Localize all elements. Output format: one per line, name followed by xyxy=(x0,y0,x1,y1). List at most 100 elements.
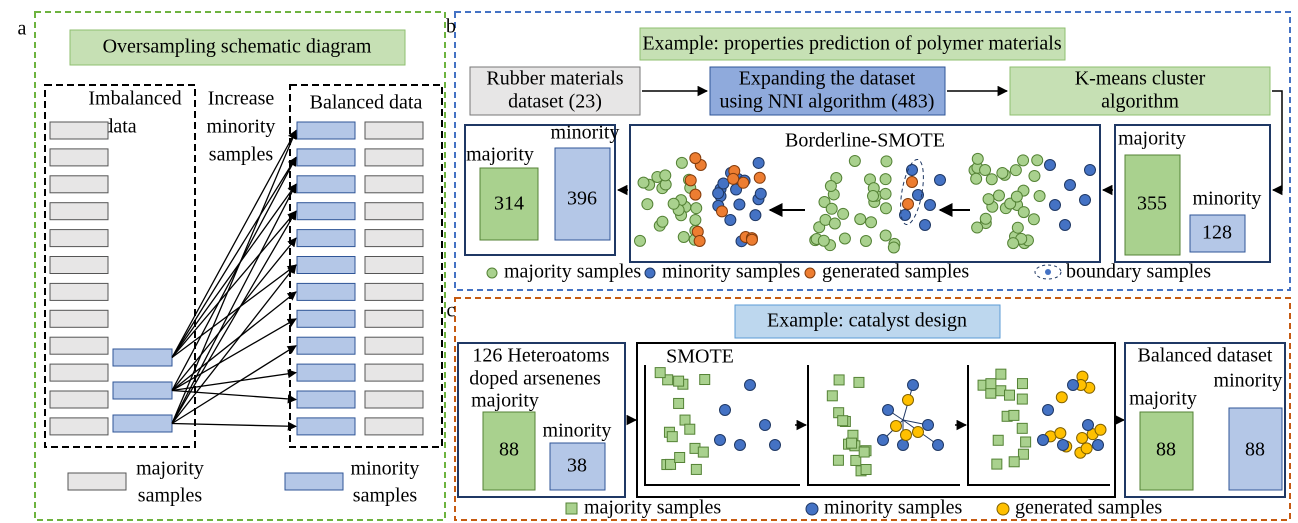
sample-square xyxy=(985,387,997,399)
legend-dot xyxy=(804,267,816,279)
majority-block xyxy=(49,256,109,274)
arrow xyxy=(171,421,297,431)
panel-c-border xyxy=(454,297,1291,521)
sample-markers xyxy=(644,365,1110,486)
sample-dot xyxy=(1082,419,1094,431)
majority-block xyxy=(49,309,109,328)
sample-dot xyxy=(637,176,650,189)
result-box xyxy=(464,124,616,256)
sample-square xyxy=(832,454,844,466)
method-box xyxy=(629,124,1101,263)
arrow xyxy=(171,210,297,358)
sample-dot xyxy=(1084,164,1096,176)
sample-dot xyxy=(1055,391,1068,404)
majority-block xyxy=(1139,411,1194,491)
legend-text: majority samples xyxy=(504,261,641,283)
sample-dot xyxy=(879,187,892,200)
legend-swatch xyxy=(284,472,344,491)
sample-dot xyxy=(689,188,702,201)
sample-dot xyxy=(1007,237,1020,250)
sample-dot xyxy=(759,419,771,431)
minority-block xyxy=(1189,214,1246,253)
step-box xyxy=(469,66,641,116)
label: Increase xyxy=(208,88,275,110)
label: doped arsenenes xyxy=(469,368,601,390)
sample-square xyxy=(826,390,838,402)
legend-text: minority xyxy=(351,458,420,480)
majority-block xyxy=(49,121,109,140)
sample-dot xyxy=(907,379,919,391)
sample-dot xyxy=(727,172,740,185)
sample-square xyxy=(679,414,691,426)
count: 88 xyxy=(1245,439,1265,461)
majority-block xyxy=(49,336,109,355)
sample-dot xyxy=(712,187,725,200)
sample-dot xyxy=(733,198,746,211)
sample-dot xyxy=(912,426,924,438)
arrow xyxy=(171,183,297,358)
step-box xyxy=(1009,66,1271,116)
arrow xyxy=(171,129,297,424)
sample-dot xyxy=(749,209,762,222)
input-box xyxy=(457,342,626,498)
legend-text: boundary samples xyxy=(1066,261,1211,283)
majority-block xyxy=(49,390,109,409)
sample-square xyxy=(673,375,685,387)
legend-dot xyxy=(486,267,498,279)
legend-dot xyxy=(644,267,656,279)
minority-block xyxy=(296,229,356,248)
sample-square xyxy=(1016,393,1028,405)
sample-dot xyxy=(1064,179,1076,191)
panel-b-border xyxy=(454,11,1291,291)
cluster-box xyxy=(1114,124,1271,263)
sample-dot xyxy=(1054,427,1067,440)
sample-square xyxy=(853,376,865,388)
label: majority xyxy=(466,144,534,166)
sample-dot xyxy=(769,439,781,451)
legend-text: minority samples xyxy=(662,261,801,283)
majority-block xyxy=(364,363,424,382)
sample-dot xyxy=(659,169,672,182)
sample-square xyxy=(690,463,702,475)
legend-dot xyxy=(996,502,1010,516)
sample-square xyxy=(858,446,870,458)
step-box xyxy=(709,66,946,116)
sample-dot xyxy=(924,199,936,211)
step-text: using NNI algorithm (483) xyxy=(720,91,935,113)
legend-text: samples xyxy=(353,485,418,507)
sample-dot xyxy=(719,404,731,416)
arrow xyxy=(171,129,297,358)
sample-dot xyxy=(912,189,924,201)
label: Balanced data xyxy=(310,92,423,114)
majority-block xyxy=(364,175,424,194)
sample-dot xyxy=(887,241,900,254)
sample-dot xyxy=(879,173,892,186)
majority-block xyxy=(364,417,424,436)
minority-block xyxy=(112,381,173,400)
sample-dot xyxy=(734,439,746,451)
majority-block xyxy=(364,336,424,355)
sample-dot xyxy=(992,189,1005,202)
sample-square xyxy=(837,415,849,427)
sample-dot xyxy=(689,152,702,165)
label: samples xyxy=(209,144,274,166)
label: minority xyxy=(551,122,620,144)
sample-square xyxy=(684,423,696,435)
minority-block xyxy=(112,414,173,433)
sample-dot xyxy=(897,439,909,451)
label: Imbalanced xyxy=(88,88,181,110)
label: Balanced dataset xyxy=(1138,345,1273,367)
sample-dot xyxy=(690,202,703,215)
sample-dot xyxy=(902,198,914,210)
legend-text: majority samples xyxy=(584,497,721,519)
majority-block xyxy=(364,390,424,409)
legend-boundary xyxy=(1034,264,1062,280)
step-text: Expanding the dataset xyxy=(739,68,916,90)
arrow xyxy=(171,264,297,424)
sample-dot xyxy=(919,219,931,231)
sample-dot xyxy=(634,234,647,247)
legend-text: generated samples xyxy=(822,261,969,283)
minority-block xyxy=(296,202,356,221)
sample-dot xyxy=(890,420,902,432)
majority-block xyxy=(49,363,109,382)
